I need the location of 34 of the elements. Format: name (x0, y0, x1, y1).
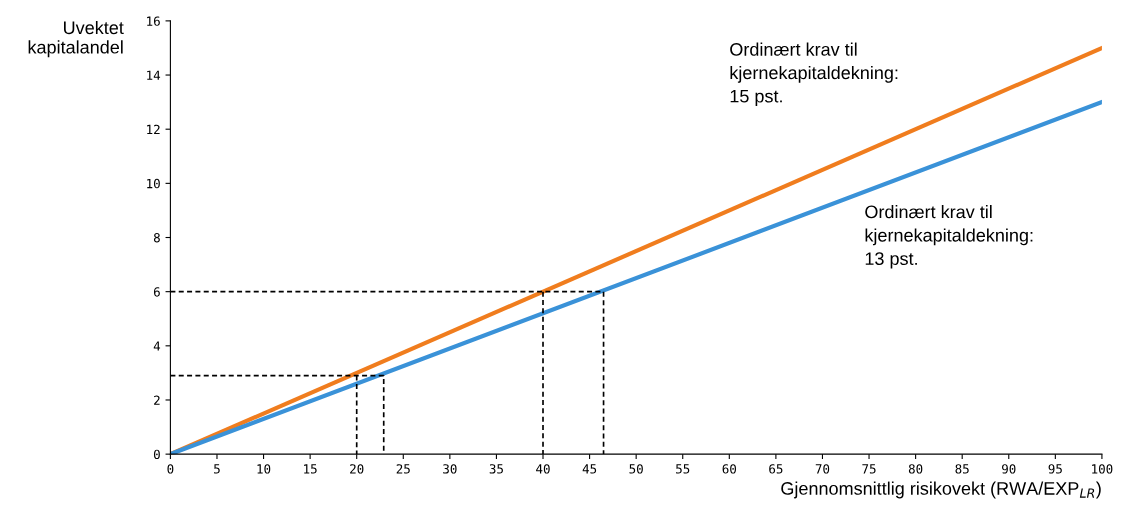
y-axis-title: Uvektet kapitalandel (28, 20, 124, 58)
annotation: Ordinært krav til kjernekapitaldekning: 15 pst. (730, 42, 898, 107)
y-tick-label: 6 (153, 287, 160, 297)
x-tick-label: 75 (862, 464, 876, 474)
x-tick-label: 80 (908, 464, 923, 474)
annotation: Ordinært krav til kjernekapitaldekning: 13 pst. (865, 205, 1033, 269)
x-tick-label: 95 (1048, 464, 1062, 474)
x-tick-label: 30 (443, 464, 457, 474)
x-tick-label: 100 (1092, 464, 1113, 474)
x-tick-label: 10 (257, 464, 271, 474)
x-tick-label: 85 (955, 464, 969, 474)
y-tick-label: 12 (147, 124, 160, 134)
x-tick-label: 20 (350, 464, 364, 474)
x-tick-label: 65 (769, 464, 783, 474)
y-tick-label: 8 (153, 233, 160, 243)
y-tick-label: 4 (153, 341, 161, 351)
x-tick-label: 60 (722, 464, 737, 474)
x-tick-label: 5 (214, 464, 220, 474)
x-axis-title: Gjennomsnittlig risikovekt (RWA/EXP$_{LR}$) (781, 481, 1101, 499)
y-tick-label: 0 (153, 449, 160, 460)
x-tick-label: 90 (1002, 464, 1016, 474)
y-tick-label: 10 (147, 178, 160, 189)
x-tick-label: 35 (489, 464, 503, 474)
x-tick-label: 55 (676, 464, 690, 474)
x-tick-label: 0 (167, 464, 174, 474)
y-tick-label: 14 (147, 70, 161, 80)
x-tick-label: 40 (536, 464, 550, 474)
x-tick-label: 70 (815, 464, 830, 474)
y-tick-label: 16 (147, 16, 160, 26)
x-tick-label: 25 (396, 464, 410, 474)
y-tick-label: 2 (154, 395, 160, 405)
x-tick-label: 15 (304, 464, 317, 474)
x-tick-label: 50 (629, 464, 643, 474)
x-tick-label: 45 (582, 464, 597, 474)
